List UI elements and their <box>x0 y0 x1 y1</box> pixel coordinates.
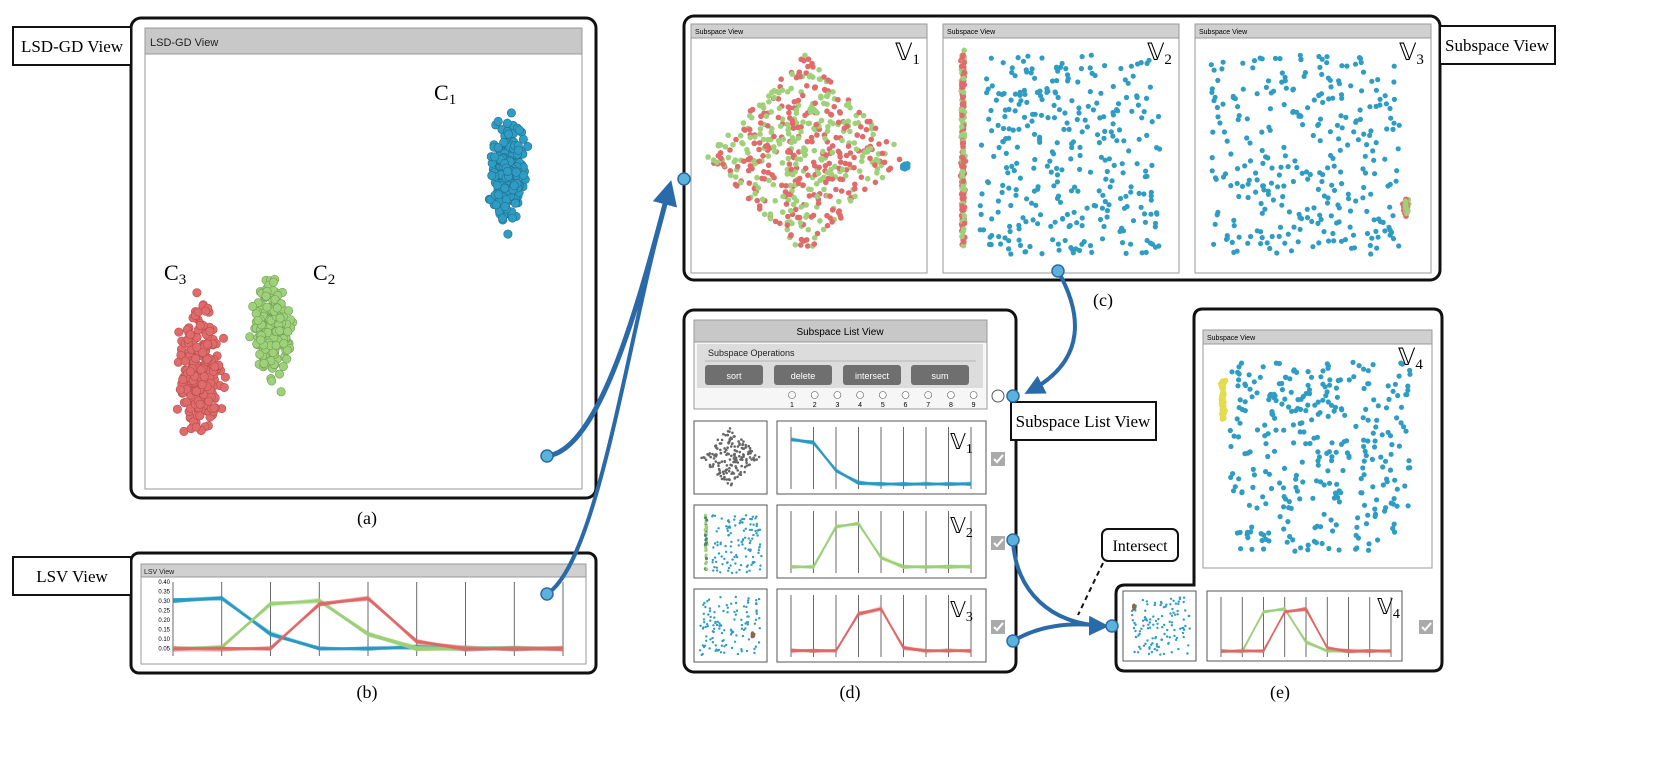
lsd-scatter <box>172 108 533 436</box>
result-checkbox[interactable] <box>1419 620 1433 634</box>
operations-title: Subspace Operations <box>708 348 795 358</box>
subspace-view-1-title: Subspace View <box>695 29 744 36</box>
lsv-tick-3: 0.25 <box>158 609 170 615</box>
subspace-view-3-label: 𝕍3 <box>1399 40 1424 68</box>
flow-arrows <box>540 172 1119 648</box>
lsv-panel: LSV View 0.40 0.35 0.30 0.25 0.20 0.15 0.10 0.0… <box>129 551 598 675</box>
result-view-label: 𝕍4 <box>1398 345 1423 373</box>
lsv-tick-6: 0.10 <box>158 637 170 643</box>
result-window-title: Subspace View <box>1207 335 1256 342</box>
radio-label-2: 2 <box>813 402 817 409</box>
lsv-tick-7: 0.05 <box>158 647 170 653</box>
lsv-window-title: LSV View <box>144 569 175 576</box>
cluster-label-c2: C2 <box>313 260 335 288</box>
cluster-label-c3: C3 <box>164 260 186 288</box>
result-row-label: 𝕍4 <box>1377 594 1400 622</box>
radio-label-3: 3 <box>835 402 839 409</box>
lsv-y-ticks: 0.40 0.35 0.30 0.25 0.20 0.15 0.10 0.05 <box>158 580 170 653</box>
lsv-parallel-coords <box>172 582 564 656</box>
subspace-list-panel: Subspace List View Subspace Operations s… <box>682 308 1018 674</box>
lsd-callout: LSD-GD View <box>12 26 132 66</box>
subspace-view-1-label: 𝕍1 <box>895 40 920 68</box>
anchor-lsd <box>540 449 554 463</box>
caption-c: (c) <box>1093 290 1113 311</box>
subspace-panel: Subspace View 𝕍1 Subspace View 𝕍2 Subspa… <box>682 14 1442 282</box>
row-2-checkbox[interactable] <box>991 536 1005 550</box>
anchor-subspace-in <box>677 172 691 186</box>
subspace-view-3-scatter <box>1208 52 1412 257</box>
svg-text:intersect: intersect <box>855 371 890 381</box>
subspace-view-3-title: Subspace View <box>1199 29 1248 36</box>
subspace-view-2-title: Subspace View <box>947 29 996 36</box>
list-callout: Subspace List View <box>1010 401 1157 441</box>
arrow-row3-to-result <box>1011 622 1106 643</box>
lsv-tick-1: 0.35 <box>158 590 170 596</box>
subspace-radio-group[interactable]: 1 2 3 4 5 6 7 8 9 <box>788 391 978 410</box>
row-3-checkbox[interactable] <box>991 620 1005 634</box>
result-view-scatter <box>1218 359 1413 554</box>
anchor-lsv <box>540 587 554 601</box>
anchor-row2 <box>1006 533 1020 547</box>
subspace-view-2-label: 𝕍2 <box>1147 40 1172 68</box>
svg-text:sum: sum <box>931 371 948 381</box>
caption-a: (a) <box>357 508 377 529</box>
cluster-label-c1: C1 <box>434 80 456 108</box>
subspace-list-rows: 𝕍1 𝕍2 𝕍3 <box>693 420 1005 663</box>
radio-label-1: 1 <box>790 402 794 409</box>
sum-button[interactable]: sum <box>911 365 969 385</box>
radio-label-7: 7 <box>926 402 930 409</box>
subspace-callout: Subspace View <box>1439 25 1556 65</box>
arrow-row2-to-result <box>1011 539 1109 636</box>
anchor-row3 <box>1006 634 1020 648</box>
radio-label-5: 5 <box>881 402 885 409</box>
caption-e: (e) <box>1270 682 1290 703</box>
lsv-callout: LSV View <box>12 556 132 596</box>
anchor-list-in <box>1006 389 1020 403</box>
lsd-gd-panel: LSD-GD View C1 C2 C3 <box>129 16 598 500</box>
svg-text:sort: sort <box>726 371 742 381</box>
row-3-label: 𝕍3 <box>950 597 973 625</box>
subspace-callout-label: Subspace View <box>1445 36 1550 55</box>
lsv-tick-2: 0.30 <box>158 599 170 605</box>
arrow-subspace-to-list <box>1024 270 1077 394</box>
lsd-window-title: LSD-GD View <box>150 37 218 49</box>
caption-d: (d) <box>840 682 861 703</box>
subspace-view-1-scatter <box>705 52 911 249</box>
sort-button[interactable]: sort <box>705 365 763 385</box>
row-2-label: 𝕍2 <box>950 513 973 541</box>
list-callout-label: Subspace List View <box>1016 412 1151 431</box>
lsv-callout-label: LSV View <box>36 567 108 586</box>
intersect-callout: Intersect <box>1077 528 1179 616</box>
lsv-tick-0: 0.40 <box>158 580 170 586</box>
result-panel: Subspace View 𝕍4 𝕍4 <box>1114 307 1444 673</box>
intersect-callout-label: Intersect <box>1112 538 1168 555</box>
intersect-button[interactable]: intersect <box>843 365 901 385</box>
radio-label-9: 9 <box>972 402 976 409</box>
list-header-title: Subspace List View <box>796 327 884 338</box>
caption-b: (b) <box>357 682 378 703</box>
svg-text:delete: delete <box>791 371 816 381</box>
lsv-tick-4: 0.20 <box>158 618 170 624</box>
arrow-lsv-to-subspace <box>545 184 675 596</box>
subspace-view-2-scatter <box>957 47 1163 257</box>
radio-label-6: 6 <box>904 402 908 409</box>
lsd-callout-label: LSD-GD View <box>21 37 124 56</box>
radio-label-4: 4 <box>858 402 862 409</box>
anchor-subspace-out <box>1051 264 1065 278</box>
row-1-checkbox[interactable] <box>991 452 1005 466</box>
row-1-label: 𝕍1 <box>950 429 973 457</box>
lsv-tick-5: 0.15 <box>158 628 170 634</box>
delete-button[interactable]: delete <box>774 365 832 385</box>
radio-label-8: 8 <box>949 402 953 409</box>
anchor-result-in <box>1105 619 1119 633</box>
